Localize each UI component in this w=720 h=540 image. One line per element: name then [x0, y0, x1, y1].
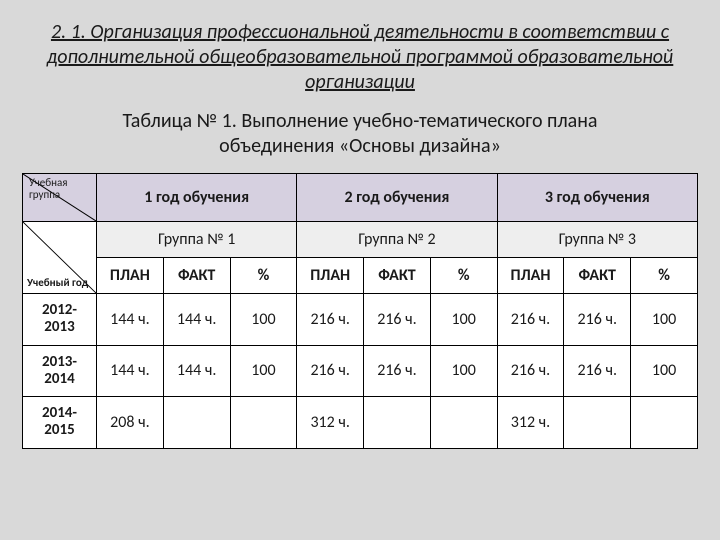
col-header: ФАКТ [364, 258, 431, 294]
data-cell: 216 ч. [497, 345, 564, 397]
data-cell: 100 [230, 294, 297, 346]
data-cell: 100 [631, 345, 698, 397]
year-header-2: 2 год обучения [297, 174, 497, 222]
group-header-1: Группа № 1 [97, 222, 297, 258]
data-cell: 216 ч. [364, 345, 431, 397]
table-row: 2012-2013 144 ч. 144 ч. 100 216 ч. 216 ч… [23, 294, 698, 346]
data-cell: 100 [430, 294, 497, 346]
col-header: % [230, 258, 297, 294]
year-cell: 2014-2015 [23, 397, 97, 449]
data-cell: 216 ч. [297, 294, 364, 346]
data-cell: 100 [631, 294, 698, 346]
data-cell: 312 ч. [297, 397, 364, 449]
data-cell: 216 ч. [497, 294, 564, 346]
col-header: ПЛАН [97, 258, 164, 294]
data-cell: 216 ч. [297, 345, 364, 397]
col-header: ФАКТ [564, 258, 631, 294]
data-cell: 312 ч. [497, 397, 564, 449]
data-cell: 144 ч. [163, 345, 230, 397]
slide-title: 2. 1. Организация профессиональной деяте… [22, 20, 698, 95]
data-cell: 216 ч. [364, 294, 431, 346]
group-header-2: Группа № 2 [297, 222, 497, 258]
data-cell [631, 397, 698, 449]
table-row-year-headers: Учебная группа 1 год обучения 2 год обуч… [23, 174, 698, 222]
data-cell: 100 [430, 345, 497, 397]
data-cell [430, 397, 497, 449]
year-header-3: 3 год обучения [497, 174, 697, 222]
col-header: % [631, 258, 698, 294]
data-cell [163, 397, 230, 449]
data-cell: 216 ч. [564, 294, 631, 346]
year-cell: 2012-2013 [23, 294, 97, 346]
col-header: % [430, 258, 497, 294]
table-row-group-headers: Учебный год Группа № 1 Группа № 2 Группа… [23, 222, 698, 258]
curriculum-table: Учебная группа 1 год обучения 2 год обуч… [22, 173, 698, 449]
data-cell: 208 ч. [97, 397, 164, 449]
corner-cell-top: Учебная группа [23, 174, 97, 222]
data-cell: 216 ч. [564, 345, 631, 397]
corner-cell-bottom: Учебный год [23, 222, 97, 294]
col-header: ПЛАН [297, 258, 364, 294]
table-row-col-headers: ПЛАН ФАКТ % ПЛАН ФАКТ % ПЛАН ФАКТ % [23, 258, 698, 294]
subtitle-line-1: Таблица № 1. Выполнение учебно-тематичес… [122, 109, 597, 133]
corner-label-group: Учебная группа [29, 177, 92, 201]
slide-subtitle: Таблица № 1. Выполнение учебно-тематичес… [22, 109, 698, 159]
data-cell: 100 [230, 345, 297, 397]
corner-label-year: Учебный год [27, 277, 88, 289]
data-cell: 144 ч. [97, 294, 164, 346]
year-cell: 2013-2014 [23, 345, 97, 397]
data-cell [364, 397, 431, 449]
col-header: ПЛАН [497, 258, 564, 294]
data-cell: 144 ч. [163, 294, 230, 346]
group-header-3: Группа № 3 [497, 222, 697, 258]
data-cell [564, 397, 631, 449]
table-row: 2014-2015 208 ч. 312 ч. 312 ч. [23, 397, 698, 449]
subtitle-line-2: объединения «Основы дизайна» [219, 134, 501, 158]
col-header: ФАКТ [163, 258, 230, 294]
data-cell [230, 397, 297, 449]
data-cell: 144 ч. [97, 345, 164, 397]
year-header-1: 1 год обучения [97, 174, 297, 222]
table-row: 2013-2014 144 ч. 144 ч. 100 216 ч. 216 ч… [23, 345, 698, 397]
